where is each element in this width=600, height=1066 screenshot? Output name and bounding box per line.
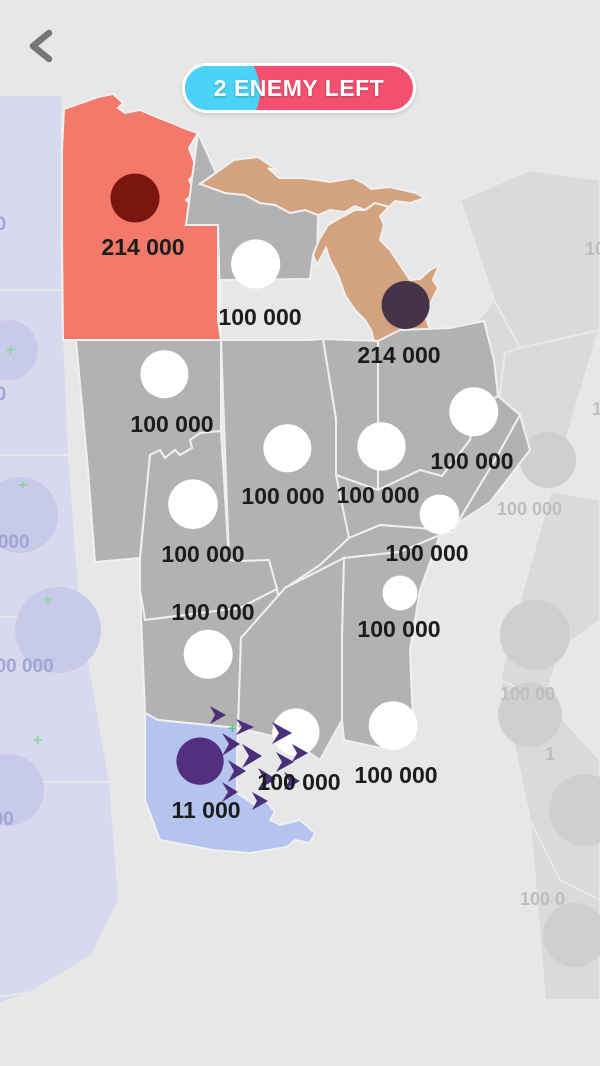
svg-text:10: 10 [585, 239, 600, 259]
svg-text:+: + [33, 732, 42, 749]
svg-text:+: + [43, 592, 52, 609]
svg-text:+: + [18, 477, 27, 494]
svg-text:100 000: 100 000 [430, 448, 513, 474]
svg-text:+: + [6, 342, 15, 359]
svg-text:11 000: 11 000 [171, 797, 240, 823]
svg-text:100 000: 100 000 [257, 769, 340, 795]
svg-text:00: 00 [0, 384, 6, 405]
svg-text:100 000: 100 000 [171, 599, 254, 625]
svg-text:00: 00 [0, 214, 6, 235]
svg-text:100 000: 100 000 [354, 762, 437, 788]
svg-text:100 0: 100 0 [520, 889, 565, 909]
svg-text:100 000: 100 000 [497, 499, 562, 519]
svg-text:100 00: 100 00 [500, 684, 555, 704]
svg-text:0 000: 0 000 [0, 532, 30, 553]
svg-text:214 000: 214 000 [357, 342, 440, 368]
svg-text:10: 10 [592, 399, 600, 419]
svg-text:100 000: 100 000 [130, 411, 213, 437]
svg-text:100 000: 100 000 [218, 304, 301, 330]
svg-text:200 000: 200 000 [0, 656, 54, 677]
svg-text:100 000: 100 000 [161, 541, 244, 567]
svg-text:100 000: 100 000 [336, 482, 419, 508]
svg-text:100 000: 100 000 [241, 483, 324, 509]
svg-text:1: 1 [545, 744, 555, 764]
svg-text:000: 000 [0, 809, 14, 830]
svg-text:+: + [228, 720, 237, 737]
svg-text:100 000: 100 000 [357, 616, 440, 642]
svg-text:214 000: 214 000 [101, 234, 184, 260]
svg-text:100 000: 100 000 [385, 540, 468, 566]
